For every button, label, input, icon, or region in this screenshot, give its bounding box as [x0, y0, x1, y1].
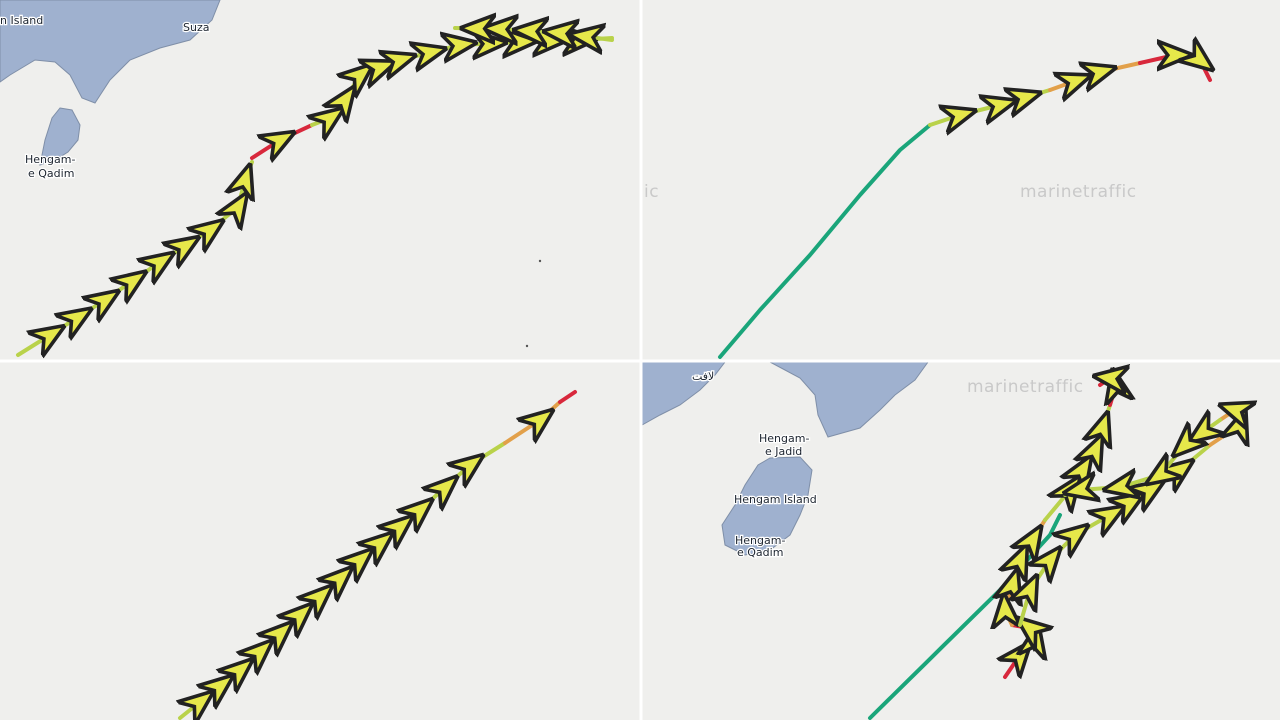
place-label-hengam-island: Hengam Island — [734, 493, 817, 506]
vessel-track-segment[interactable] — [1100, 378, 1116, 407]
land-hengam-top-left — [39, 107, 81, 166]
map-dot — [525, 344, 529, 348]
watermark-top-right: marinetraffic — [1020, 182, 1137, 202]
vessel-track-segment[interactable] — [1005, 625, 1035, 677]
place-label-hengam-qadim-3: Hengam- — [735, 534, 785, 547]
place-label-hengam-qadim-1: Hengam- — [25, 153, 75, 166]
vessel-track-segment[interactable] — [16, 162, 252, 355]
vessel-track-segment[interactable] — [1208, 410, 1240, 445]
vessel-track-segment[interactable] — [503, 400, 562, 443]
place-label-arabic: لافت — [692, 370, 714, 383]
watermark-partial: ic — [644, 182, 659, 202]
tracks-layer — [16, 28, 1240, 720]
vessel-track-segment[interactable] — [1048, 63, 1142, 90]
place-label-hengam-jadid-2: e Jadid — [765, 445, 802, 458]
vessel-track-segment[interactable] — [868, 513, 1062, 720]
place-label-suza: Suza — [183, 21, 209, 34]
vessel-track-segment[interactable] — [180, 441, 507, 720]
vessel-track-segment[interactable] — [453, 28, 614, 40]
place-label-hengam-qadim-2: e Qadim — [28, 167, 74, 180]
vessel-track-segment[interactable] — [1043, 403, 1110, 522]
vessel-track-segment[interactable] — [1138, 55, 1210, 82]
vessel-track-segment[interactable] — [928, 90, 1052, 125]
place-label-hengam-qadim-4: e Qadim — [737, 546, 783, 559]
vessel-track-segment[interactable] — [312, 38, 614, 125]
land-island-top-left — [0, 0, 221, 104]
place-label-island: n Island — [0, 14, 43, 27]
land-mainland-br-right — [769, 361, 929, 438]
watermark-bottom-right: marinetraffic — [967, 377, 1084, 397]
land-layer — [0, 0, 929, 556]
map-dot — [538, 259, 542, 263]
vessel-track-segment[interactable] — [558, 390, 577, 404]
place-label-hengam-jadid-1: Hengam- — [759, 432, 809, 445]
labels-layer: n Island Suza Hengam- e Qadim marinetraf… — [0, 13, 1137, 561]
land-hengam-island — [721, 456, 813, 556]
vessel-track-segment[interactable] — [250, 123, 314, 158]
vessel-track-segment[interactable] — [718, 123, 932, 359]
land-mainland-br-left — [641, 361, 727, 426]
vessel-track-segment[interactable] — [1065, 420, 1220, 495]
